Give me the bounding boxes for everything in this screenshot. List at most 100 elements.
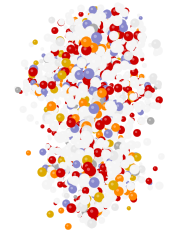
Circle shape — [59, 75, 60, 76]
Circle shape — [115, 177, 124, 185]
Circle shape — [59, 183, 60, 185]
Circle shape — [82, 196, 85, 199]
Circle shape — [94, 100, 95, 102]
Circle shape — [101, 173, 102, 174]
Circle shape — [86, 93, 90, 96]
Circle shape — [127, 134, 128, 136]
Circle shape — [101, 178, 102, 180]
Circle shape — [116, 36, 118, 39]
Circle shape — [95, 18, 102, 25]
Circle shape — [26, 150, 31, 155]
Circle shape — [88, 172, 89, 173]
Circle shape — [98, 190, 100, 192]
Circle shape — [94, 192, 104, 202]
Circle shape — [64, 105, 66, 107]
Circle shape — [95, 204, 97, 207]
Circle shape — [76, 58, 83, 64]
Circle shape — [21, 60, 28, 67]
Circle shape — [124, 28, 127, 31]
Circle shape — [27, 114, 34, 122]
Circle shape — [95, 7, 96, 9]
Circle shape — [136, 29, 140, 32]
Circle shape — [114, 190, 120, 196]
Circle shape — [96, 47, 102, 52]
Circle shape — [113, 166, 122, 174]
Circle shape — [102, 53, 105, 56]
Circle shape — [33, 40, 38, 45]
Circle shape — [30, 75, 35, 79]
Circle shape — [98, 24, 99, 25]
Circle shape — [72, 82, 74, 84]
Circle shape — [123, 148, 130, 154]
Circle shape — [100, 161, 102, 162]
Circle shape — [125, 171, 126, 173]
Circle shape — [84, 74, 89, 79]
Circle shape — [88, 106, 90, 108]
Circle shape — [66, 48, 72, 54]
Circle shape — [98, 172, 103, 177]
Circle shape — [154, 42, 156, 44]
Circle shape — [53, 132, 54, 133]
Circle shape — [99, 84, 104, 88]
Circle shape — [102, 44, 108, 50]
Circle shape — [54, 67, 56, 69]
Circle shape — [54, 63, 56, 65]
Circle shape — [100, 53, 102, 55]
Circle shape — [79, 152, 88, 161]
Circle shape — [113, 56, 115, 58]
Circle shape — [96, 91, 98, 93]
Circle shape — [110, 40, 117, 47]
Circle shape — [120, 102, 126, 108]
Circle shape — [113, 66, 116, 70]
Circle shape — [70, 204, 78, 212]
Circle shape — [102, 70, 103, 72]
Circle shape — [133, 169, 140, 176]
Circle shape — [66, 157, 72, 163]
Circle shape — [53, 147, 61, 155]
Circle shape — [66, 113, 71, 118]
Circle shape — [93, 71, 95, 73]
Circle shape — [125, 93, 131, 99]
Circle shape — [127, 143, 128, 144]
Circle shape — [58, 172, 59, 174]
Circle shape — [127, 111, 128, 113]
Circle shape — [101, 14, 108, 21]
Circle shape — [110, 76, 112, 78]
Circle shape — [98, 140, 99, 142]
Circle shape — [61, 169, 68, 177]
Circle shape — [90, 77, 100, 87]
Circle shape — [121, 145, 122, 146]
Circle shape — [143, 39, 144, 41]
Circle shape — [102, 157, 104, 159]
Circle shape — [88, 172, 90, 174]
Circle shape — [110, 106, 114, 109]
Circle shape — [111, 58, 119, 66]
Circle shape — [98, 133, 100, 135]
Circle shape — [89, 111, 95, 118]
Circle shape — [129, 74, 131, 75]
Circle shape — [103, 79, 104, 80]
Circle shape — [114, 75, 118, 79]
Circle shape — [54, 161, 59, 166]
Circle shape — [114, 25, 120, 32]
Circle shape — [47, 96, 48, 97]
Circle shape — [77, 143, 82, 149]
Circle shape — [50, 79, 56, 85]
Circle shape — [131, 92, 137, 99]
Circle shape — [72, 108, 73, 109]
Circle shape — [52, 54, 53, 55]
Circle shape — [109, 123, 110, 125]
Circle shape — [106, 65, 109, 67]
Circle shape — [118, 176, 120, 177]
Circle shape — [86, 22, 92, 28]
Circle shape — [102, 106, 108, 111]
Circle shape — [84, 22, 86, 24]
Circle shape — [104, 178, 105, 179]
Circle shape — [110, 167, 117, 174]
Circle shape — [43, 54, 44, 56]
Circle shape — [114, 46, 118, 49]
Circle shape — [130, 24, 135, 29]
Circle shape — [125, 164, 127, 166]
Circle shape — [56, 92, 58, 94]
Circle shape — [102, 26, 105, 30]
